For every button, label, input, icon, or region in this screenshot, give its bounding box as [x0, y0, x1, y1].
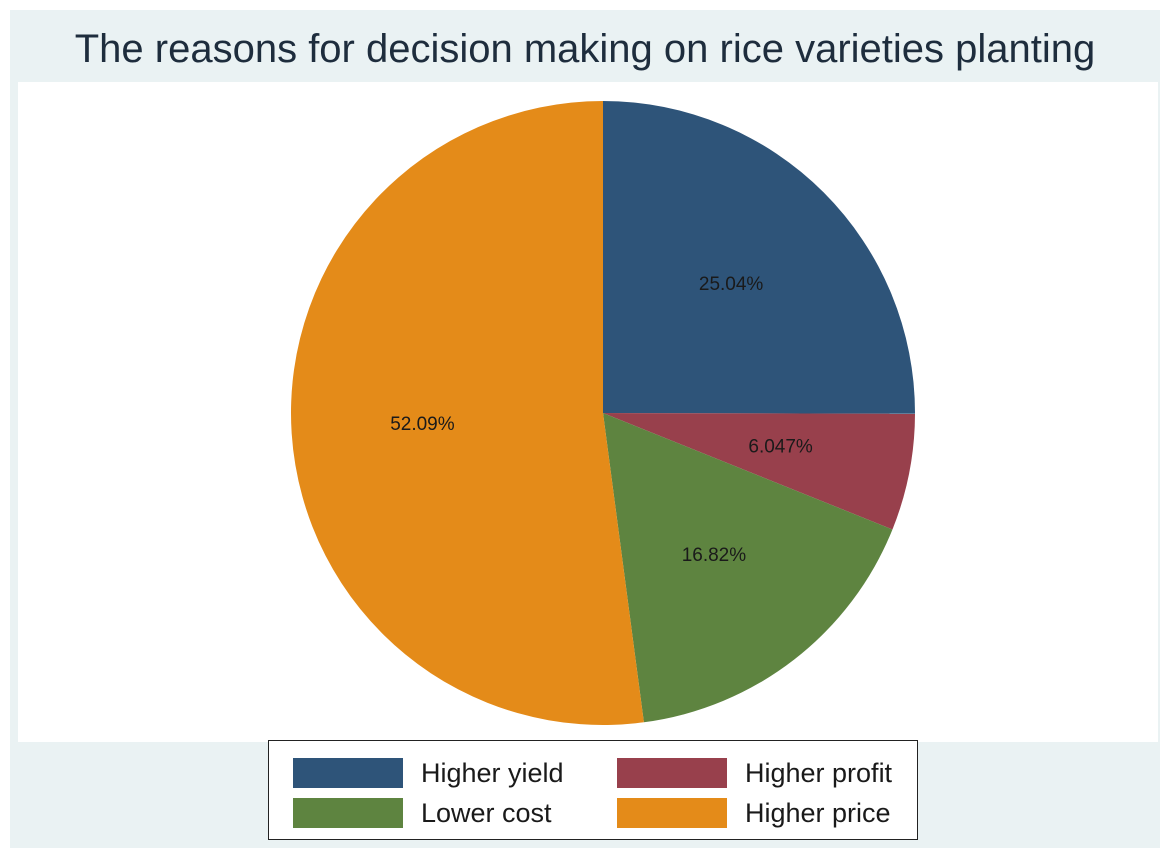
legend-item-higher-profit: Higher profit: [617, 757, 892, 789]
legend-item-lower-cost: Lower cost: [293, 797, 552, 829]
legend-label-higher-yield: Higher yield: [421, 758, 564, 789]
slice-label-higher-yield: 25.04%: [699, 274, 764, 295]
legend-swatch-higher-price: [617, 798, 727, 828]
legend: Higher yield Higher profit Lower cost Hi…: [268, 740, 918, 840]
legend-label-higher-profit: Higher profit: [745, 758, 892, 789]
legend-swatch-higher-yield: [293, 758, 403, 788]
plot-area: 25.04% 6.047% 16.82% 52.09%: [18, 82, 1158, 742]
legend-swatch-lower-cost: [293, 798, 403, 828]
pie-chart: 25.04% 6.047% 16.82% 52.09%: [18, 82, 1158, 742]
legend-label-lower-cost: Lower cost: [421, 798, 552, 829]
slice-label-higher-price: 52.09%: [390, 414, 455, 435]
pie-slice-higher-price: [291, 101, 644, 725]
slice-label-lower-cost: 16.82%: [682, 545, 747, 566]
legend-item-higher-yield: Higher yield: [293, 757, 564, 789]
chart-title: The reasons for decision making on rice …: [10, 26, 1160, 72]
pie-slice-higher-yield: [603, 101, 915, 414]
chart-frame: The reasons for decision making on rice …: [10, 10, 1160, 848]
slice-label-higher-profit: 6.047%: [748, 437, 813, 458]
legend-label-higher-price: Higher price: [745, 798, 891, 829]
legend-item-higher-price: Higher price: [617, 797, 891, 829]
legend-swatch-higher-profit: [617, 758, 727, 788]
